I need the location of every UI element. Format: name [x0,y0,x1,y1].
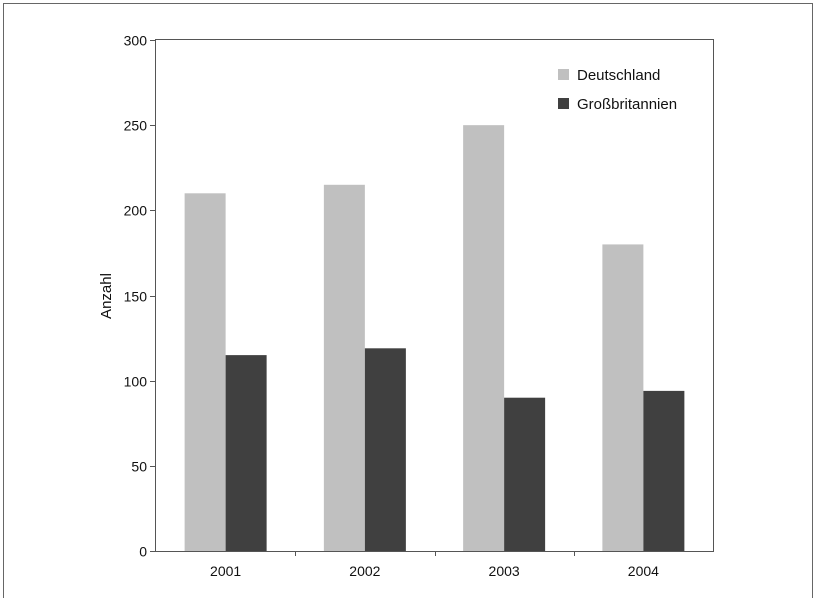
y-tick-label: 0 [139,544,147,560]
bar-deutschland-2001 [184,193,226,552]
y-axis-title: Anzahl [98,273,115,319]
bar-deutschland-2004 [602,244,644,551]
x-tick-label: 2004 [628,563,659,579]
x-tick-label: 2003 [489,563,520,579]
y-axis: 0 50 100 150 200 250 300 [124,33,156,560]
legend: Deutschland Großbritannien [558,67,677,113]
bar-großbritannien-2003 [504,397,546,551]
plot-area [155,39,714,552]
x-tick-label: 2002 [349,563,380,579]
bar-deutschland-2003 [463,125,505,552]
y-tick-label: 100 [124,374,148,390]
y-tick-label: 150 [124,289,148,305]
bar-deutschland-2002 [323,184,365,552]
legend-label: Großbritannien [577,96,677,113]
bar-großbritannien-2001 [225,355,267,551]
y-tick-label: 300 [124,33,148,49]
bars-group [184,125,685,552]
y-tick-label: 50 [131,459,147,475]
legend-swatch [558,98,569,109]
y-tick-label: 250 [124,118,148,134]
bar-großbritannien-2002 [364,348,406,551]
y-tick-label: 200 [124,203,148,219]
bar-großbritannien-2004 [643,390,685,551]
x-tick-label: 2001 [210,563,241,579]
x-axis: 2001 2002 2003 2004 [210,551,659,579]
legend-label: Deutschland [577,67,660,84]
legend-swatch [558,69,569,80]
